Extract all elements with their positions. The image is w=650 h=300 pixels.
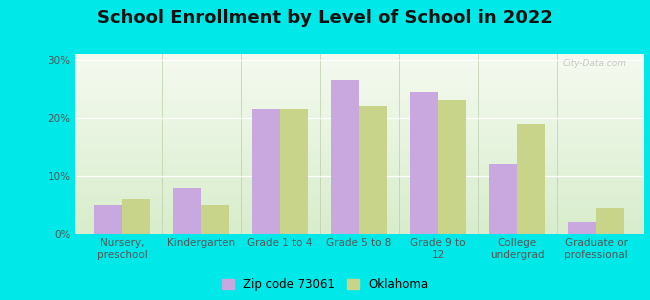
Bar bbox=[517, 124, 545, 234]
Bar bbox=[201, 205, 229, 234]
Bar bbox=[438, 100, 466, 234]
Bar bbox=[569, 222, 596, 234]
Bar bbox=[122, 199, 150, 234]
Legend: Zip code 73061, Oklahoma: Zip code 73061, Oklahoma bbox=[217, 273, 433, 296]
Bar bbox=[410, 92, 438, 234]
Bar bbox=[280, 109, 308, 234]
Bar bbox=[174, 188, 201, 234]
Bar bbox=[94, 205, 122, 234]
Text: School Enrollment by Level of School in 2022: School Enrollment by Level of School in … bbox=[97, 9, 553, 27]
Bar bbox=[596, 208, 624, 234]
Bar bbox=[359, 106, 387, 234]
Text: City-Data.com: City-Data.com bbox=[562, 59, 627, 68]
Bar bbox=[332, 80, 359, 234]
Bar bbox=[489, 164, 517, 234]
Bar bbox=[252, 109, 280, 234]
